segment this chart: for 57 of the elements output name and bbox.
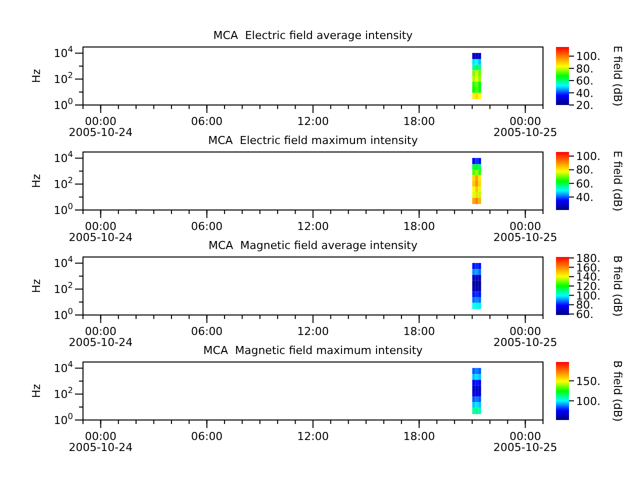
y-tick-label: 10$^{4}$ [54,44,73,60]
y-axis-title: Hz [30,174,43,188]
y-tick-label: 10$^{2}$ [54,70,73,86]
x-tick-label: 00:00 2005-10-25 [493,220,558,244]
x-tick-label: 00:00 2005-10-25 [493,325,558,349]
x-tick-label: 18:00 [403,430,436,443]
color-bar-label: 60. [576,308,594,322]
x-tick-label: 18:00 [403,115,436,128]
y-tick-label: 10$^{0}$ [54,306,73,322]
x-tick-label: 06:00 [190,430,223,443]
x-tick-label: 12:00 [297,430,329,443]
x-tick-label: 00:00 2005-10-24 [68,325,133,349]
color-bar-label: 60. [576,74,594,88]
x-tick-label: 00:00 2005-10-24 [68,115,133,139]
chart-title: MCA Magnetic field average intensity [208,239,418,252]
x-tick-label: 06:00 [190,325,223,338]
x-tick-label: 00:00 2005-10-24 [68,430,133,454]
y-axis-title: Hz [30,68,43,84]
color-bar-label: 100. [576,150,600,164]
chart-title: MCA Electric field average intensity [213,29,414,42]
color-bar-label: 120. [576,280,600,293]
color-bar-title: E field (dB) [611,46,624,106]
y-axis-title: Hz [30,384,43,398]
x-tick-label: 18:00 [403,325,436,338]
color-bar-label: 40. [576,191,594,204]
color-bar-title: E field (dB) [611,150,624,212]
x-tick-label: 12:00 [297,220,329,233]
color-bar-label: 80. [576,62,594,76]
color-bar-title: B field (dB) [611,360,624,422]
y-tick-label: 10$^{0}$ [54,411,73,427]
color-bar-label: 100. [576,394,600,408]
color-bar-title: B field (dB) [611,255,624,317]
y-tick-label: 10$^{4}$ [54,254,73,270]
y-tick-label: 10$^{2}$ [54,385,73,402]
color-bar-label: 60. [576,177,594,190]
color-bar-label: 80. [576,164,594,177]
color-bar-label: 20. [576,99,594,112]
y-tick-label: 10$^{0}$ [54,201,73,217]
chart-title: MCA Electric field maximum intensity [208,134,418,147]
x-tick-label: 00:00 2005-10-25 [493,115,558,139]
y-tick-label: 10$^{2}$ [54,280,73,296]
y-tick-label: 10$^{0}$ [54,96,73,112]
x-tick-label: 00:00 2005-10-24 [68,220,133,244]
x-tick-label: 06:00 [190,220,223,233]
color-bar-label: 40. [576,86,594,100]
color-bar-label: 150. [576,374,600,388]
y-axis-title: Hz [30,278,43,294]
y-tick-label: 10$^{4}$ [54,359,73,376]
chart-title: MCA Magnetic field maximum intensity [203,344,424,357]
x-tick-label: 18:00 [403,220,436,233]
x-tick-label: 06:00 [190,115,223,128]
x-tick-label: 12:00 [297,115,329,128]
y-tick-label: 10$^{4}$ [54,149,73,166]
color-bar-label: 100. [576,50,600,64]
x-tick-label: 00:00 2005-10-25 [493,430,558,454]
x-tick-label: 12:00 [297,325,329,338]
y-tick-label: 10$^{2}$ [54,175,73,192]
